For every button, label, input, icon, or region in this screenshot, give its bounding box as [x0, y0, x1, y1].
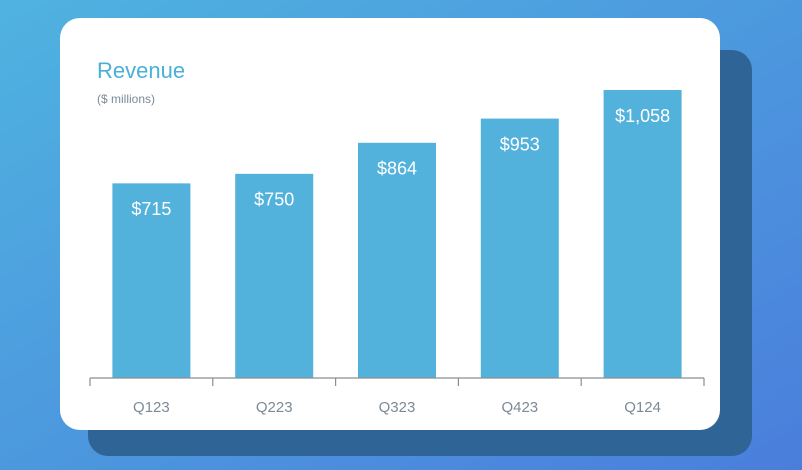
- value-label: $715: [131, 199, 171, 219]
- bar: [235, 173, 314, 378]
- value-label: $1,058: [615, 106, 670, 126]
- x-tick-label: Q124: [624, 399, 661, 416]
- bar: [358, 142, 436, 378]
- bar: [480, 118, 559, 379]
- value-label: $750: [254, 190, 294, 210]
- x-tick-label: Q123: [133, 399, 170, 416]
- x-tick-label: Q323: [379, 399, 416, 416]
- chart-subtitle: ($ millions): [97, 92, 155, 106]
- x-tick-label: Q423: [501, 399, 538, 416]
- bar: [112, 183, 191, 378]
- x-tick-label: Q223: [256, 399, 293, 416]
- value-label: $953: [500, 134, 540, 154]
- value-label: $864: [377, 159, 417, 179]
- bar: [603, 90, 682, 378]
- chart-title: Revenue: [97, 58, 185, 83]
- plot: [112, 90, 682, 379]
